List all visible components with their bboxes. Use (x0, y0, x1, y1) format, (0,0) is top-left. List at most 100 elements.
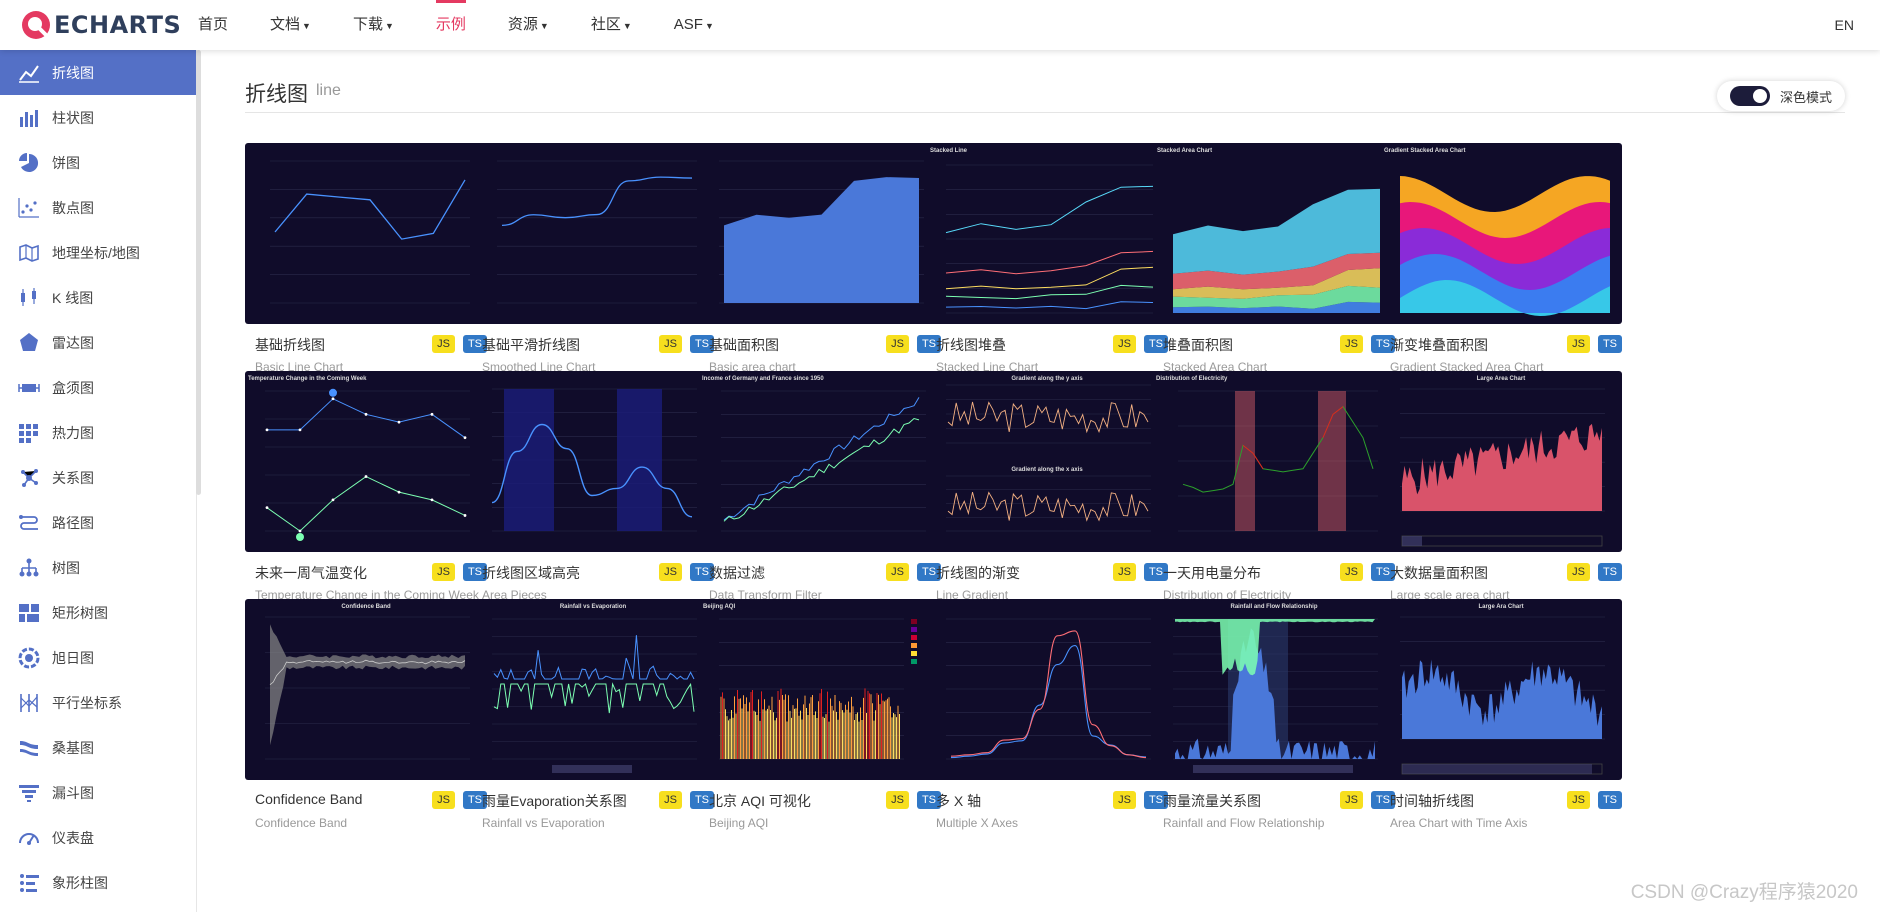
example-card[interactable]: 基础折线图 Basic Line Chart JS TS (245, 143, 487, 393)
sidebar-item-label: 矩形树图 (52, 603, 108, 623)
sidebar-scrollbar[interactable] (196, 50, 201, 495)
example-thumbnail[interactable]: Confidence Band (245, 599, 487, 780)
funnel-icon (18, 782, 40, 804)
example-title: 一天用电量分布 (1163, 563, 1333, 583)
nav-item[interactable]: 下载 ▼ (353, 0, 394, 50)
js-badge[interactable]: JS (659, 335, 682, 353)
example-thumbnail[interactable]: Gradient along the y axis Gradient along … (926, 371, 1168, 552)
js-badge[interactable]: JS (886, 563, 909, 581)
sidebar-item[interactable]: 树图 (0, 545, 196, 590)
js-badge[interactable]: JS (659, 563, 682, 581)
example-card[interactable]: 基础平滑折线图 Smoothed Line Chart JS TS (472, 143, 714, 393)
sidebar-item[interactable]: 雷达图 (0, 320, 196, 365)
js-badge[interactable]: JS (659, 791, 682, 809)
example-thumbnail[interactable] (472, 143, 714, 324)
example-thumbnail[interactable] (245, 143, 487, 324)
sidebar-item[interactable]: K 线图 (0, 275, 196, 320)
example-card[interactable]: Stacked Line 折线图堆叠 Stacked Line Chart JS TS (926, 143, 1168, 393)
js-badge[interactable]: JS (432, 791, 455, 809)
example-thumbnail[interactable] (472, 371, 714, 552)
js-badge[interactable]: JS (886, 791, 909, 809)
example-thumbnail[interactable]: Large Ara Chart (1380, 599, 1622, 780)
js-badge[interactable]: JS (1340, 335, 1363, 353)
language-switch[interactable]: EN (1835, 0, 1854, 50)
example-card[interactable]: Confidence Band Confidence Band Confidence… (245, 599, 487, 849)
example-card[interactable]: Large Ara Chart 时间轴折线图 Area Chart with Tim… (1380, 599, 1622, 849)
js-badge[interactable]: JS (1113, 791, 1136, 809)
toggle-switch[interactable] (1730, 86, 1770, 106)
sidebar-item[interactable]: 桑基图 (0, 725, 196, 770)
sidebar-item[interactable]: 象形柱图 (0, 860, 196, 905)
example-title: 折线图区域高亮 (482, 563, 652, 583)
js-badge[interactable]: JS (432, 563, 455, 581)
svg-text:Gradient Stacked Area Chart: Gradient Stacked Area Chart (1384, 148, 1465, 154)
example-card[interactable]: Rainfall and Flow Relationship 雨量流量关系图 Rai… (1153, 599, 1395, 849)
dark-mode-toggle[interactable]: 深色模式 (1717, 81, 1845, 111)
example-card[interactable]: 折线图区域高亮 Area Pieces JS TS (472, 371, 714, 621)
sidebar-item[interactable]: 关系图 (0, 455, 196, 500)
sidebar-item[interactable]: 平行坐标系 (0, 680, 196, 725)
js-badge[interactable]: JS (1340, 563, 1363, 581)
ts-badge[interactable]: TS (1598, 335, 1622, 353)
nav-item[interactable]: 示例 (436, 0, 466, 50)
example-card[interactable]: Temperature Change in the Coming Week 未来一… (245, 371, 487, 621)
example-thumbnail[interactable]: Rainfall and Flow Relationship (1153, 599, 1395, 780)
sidebar-item-label: 平行坐标系 (52, 693, 122, 713)
example-card[interactable]: Stacked Area Chart 堆叠面积图 Stacked Area Char… (1153, 143, 1395, 393)
js-badge[interactable]: JS (432, 335, 455, 353)
treemap-icon (18, 602, 40, 624)
sidebar-item[interactable]: 漏斗图 (0, 770, 196, 815)
js-badge[interactable]: JS (1113, 563, 1136, 581)
sidebar-item[interactable]: 仪表盘 (0, 815, 196, 860)
sidebar-item[interactable]: 散点图 (0, 185, 196, 230)
example-thumbnail[interactable]: Rainfall vs Evaporation (472, 599, 714, 780)
echarts-logo[interactable]: ECHARTS (20, 9, 181, 41)
example-card[interactable]: Beijing AQI 北京 AQI 可视化 Beijing AQI JS TS (699, 599, 941, 849)
js-badge[interactable]: JS (1567, 563, 1590, 581)
example-thumbnail[interactable]: Temperature Change in the Coming Week (245, 371, 487, 552)
js-badge[interactable]: JS (1567, 335, 1590, 353)
nav-item[interactable]: ASF ▼ (674, 0, 714, 50)
sidebar-item-label: 桑基图 (52, 738, 94, 758)
js-badge[interactable]: JS (1113, 335, 1136, 353)
js-badge[interactable]: JS (1567, 791, 1590, 809)
sidebar-item[interactable]: 饼图 (0, 140, 196, 185)
example-card[interactable]: Income of Germany and France since 1950 数… (699, 371, 941, 621)
example-thumbnail[interactable]: Stacked Area Chart (1153, 143, 1395, 324)
sidebar-item[interactable]: 矩形树图 (0, 590, 196, 635)
example-thumbnail[interactable]: Distribution of Electricity (1153, 371, 1395, 552)
example-thumbnail[interactable]: Gradient Stacked Area Chart (1380, 143, 1622, 324)
sidebar-item[interactable]: 热力图 (0, 410, 196, 455)
nav-item[interactable]: 文档 ▼ (270, 0, 311, 50)
sidebar-item[interactable]: 旭日图 (0, 635, 196, 680)
example-thumbnail[interactable]: Income of Germany and France since 1950 (699, 371, 941, 552)
nav-item[interactable]: 社区 ▼ (591, 0, 632, 50)
sidebar-item[interactable]: 柱状图 (0, 95, 196, 140)
example-thumbnail[interactable] (926, 599, 1168, 780)
toggle-knob (1753, 89, 1767, 103)
example-thumbnail[interactable]: Stacked Line (926, 143, 1168, 324)
nav-item[interactable]: 资源 ▼ (508, 0, 549, 50)
example-card[interactable]: Rainfall vs Evaporation 雨量Evaporation关系图 R… (472, 599, 714, 849)
example-card[interactable]: Gradient along the y axis Gradient along … (926, 371, 1168, 621)
svg-text:Rainfall and Flow Relationship: Rainfall and Flow Relationship (1230, 604, 1317, 610)
js-badge[interactable]: JS (1340, 791, 1363, 809)
example-card[interactable]: 基础面积图 Basic area chart JS TS (699, 143, 941, 393)
nav-item[interactable]: 首页 (198, 0, 228, 50)
example-card[interactable]: Distribution of Electricity 一天用电量分布 Distri… (1153, 371, 1395, 621)
example-card[interactable]: 多 X 轴 Multiple X Axes JS TS (926, 599, 1168, 849)
example-thumbnail[interactable]: Beijing AQI (699, 599, 941, 780)
ts-badge[interactable]: TS (1598, 791, 1622, 809)
example-thumbnail[interactable]: Large Area Chart (1380, 371, 1622, 552)
js-badge[interactable]: JS (886, 335, 909, 353)
example-card[interactable]: Gradient Stacked Area Chart 渐变堆叠面积图 Gradie… (1380, 143, 1622, 393)
sidebar-item[interactable]: 路径图 (0, 500, 196, 545)
sidebar-item[interactable]: 折线图 (0, 50, 196, 95)
sidebar-item[interactable]: 盒须图 (0, 365, 196, 410)
example-card[interactable]: Large Area Chart 大数据量面积图 Large scale area … (1380, 371, 1622, 621)
nav-item-label: 资源 (508, 16, 538, 33)
chart-preview: Distribution of Electricity (1153, 371, 1395, 552)
example-thumbnail[interactable] (699, 143, 941, 324)
sidebar-item[interactable]: 地理坐标/地图 (0, 230, 196, 275)
ts-badge[interactable]: TS (1598, 563, 1622, 581)
